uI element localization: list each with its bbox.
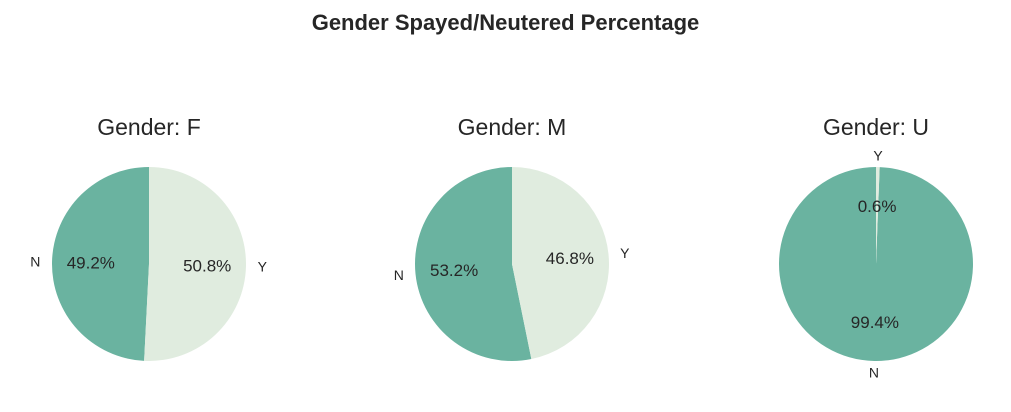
chart-suptitle: Gender Spayed/Neutered Percentage [311, 10, 700, 35]
pie-category-label: Y [620, 245, 630, 261]
pie-category-label: Y [873, 147, 883, 163]
pie-chart-2: Gender: M 53.2% N 46.8% Y [394, 114, 630, 362]
pie-chart-3: Gender: U 99.4% N 0.6% Y [778, 114, 973, 381]
pie-percent-label: 50.8% [183, 256, 231, 275]
pie-slice-y [144, 167, 247, 361]
pie-category-label: Y [258, 259, 268, 275]
pie-slice-n [778, 167, 973, 361]
pie-title: Gender: F [97, 114, 201, 140]
pie-slice-y [876, 167, 880, 264]
pie-slice-n [414, 167, 532, 362]
pie-slice-n [52, 167, 150, 361]
pie-category-label: N [394, 267, 404, 283]
pie-category-label: N [30, 253, 40, 269]
pie-chart-1: Gender: F 49.2% N 50.8% Y [30, 114, 268, 361]
pie-title: Gender: U [823, 114, 929, 140]
pie-percent-label: 46.8% [546, 249, 594, 268]
pie-percent-label: 49.2% [67, 254, 115, 273]
pie-slice-y [512, 167, 609, 360]
pie-percent-label: 99.4% [851, 313, 899, 332]
pie-title: Gender: M [458, 114, 567, 140]
pie-percent-label: 53.2% [430, 261, 478, 280]
pie-category-label: N [869, 365, 879, 381]
pie-percent-label: 0.6% [858, 197, 897, 216]
